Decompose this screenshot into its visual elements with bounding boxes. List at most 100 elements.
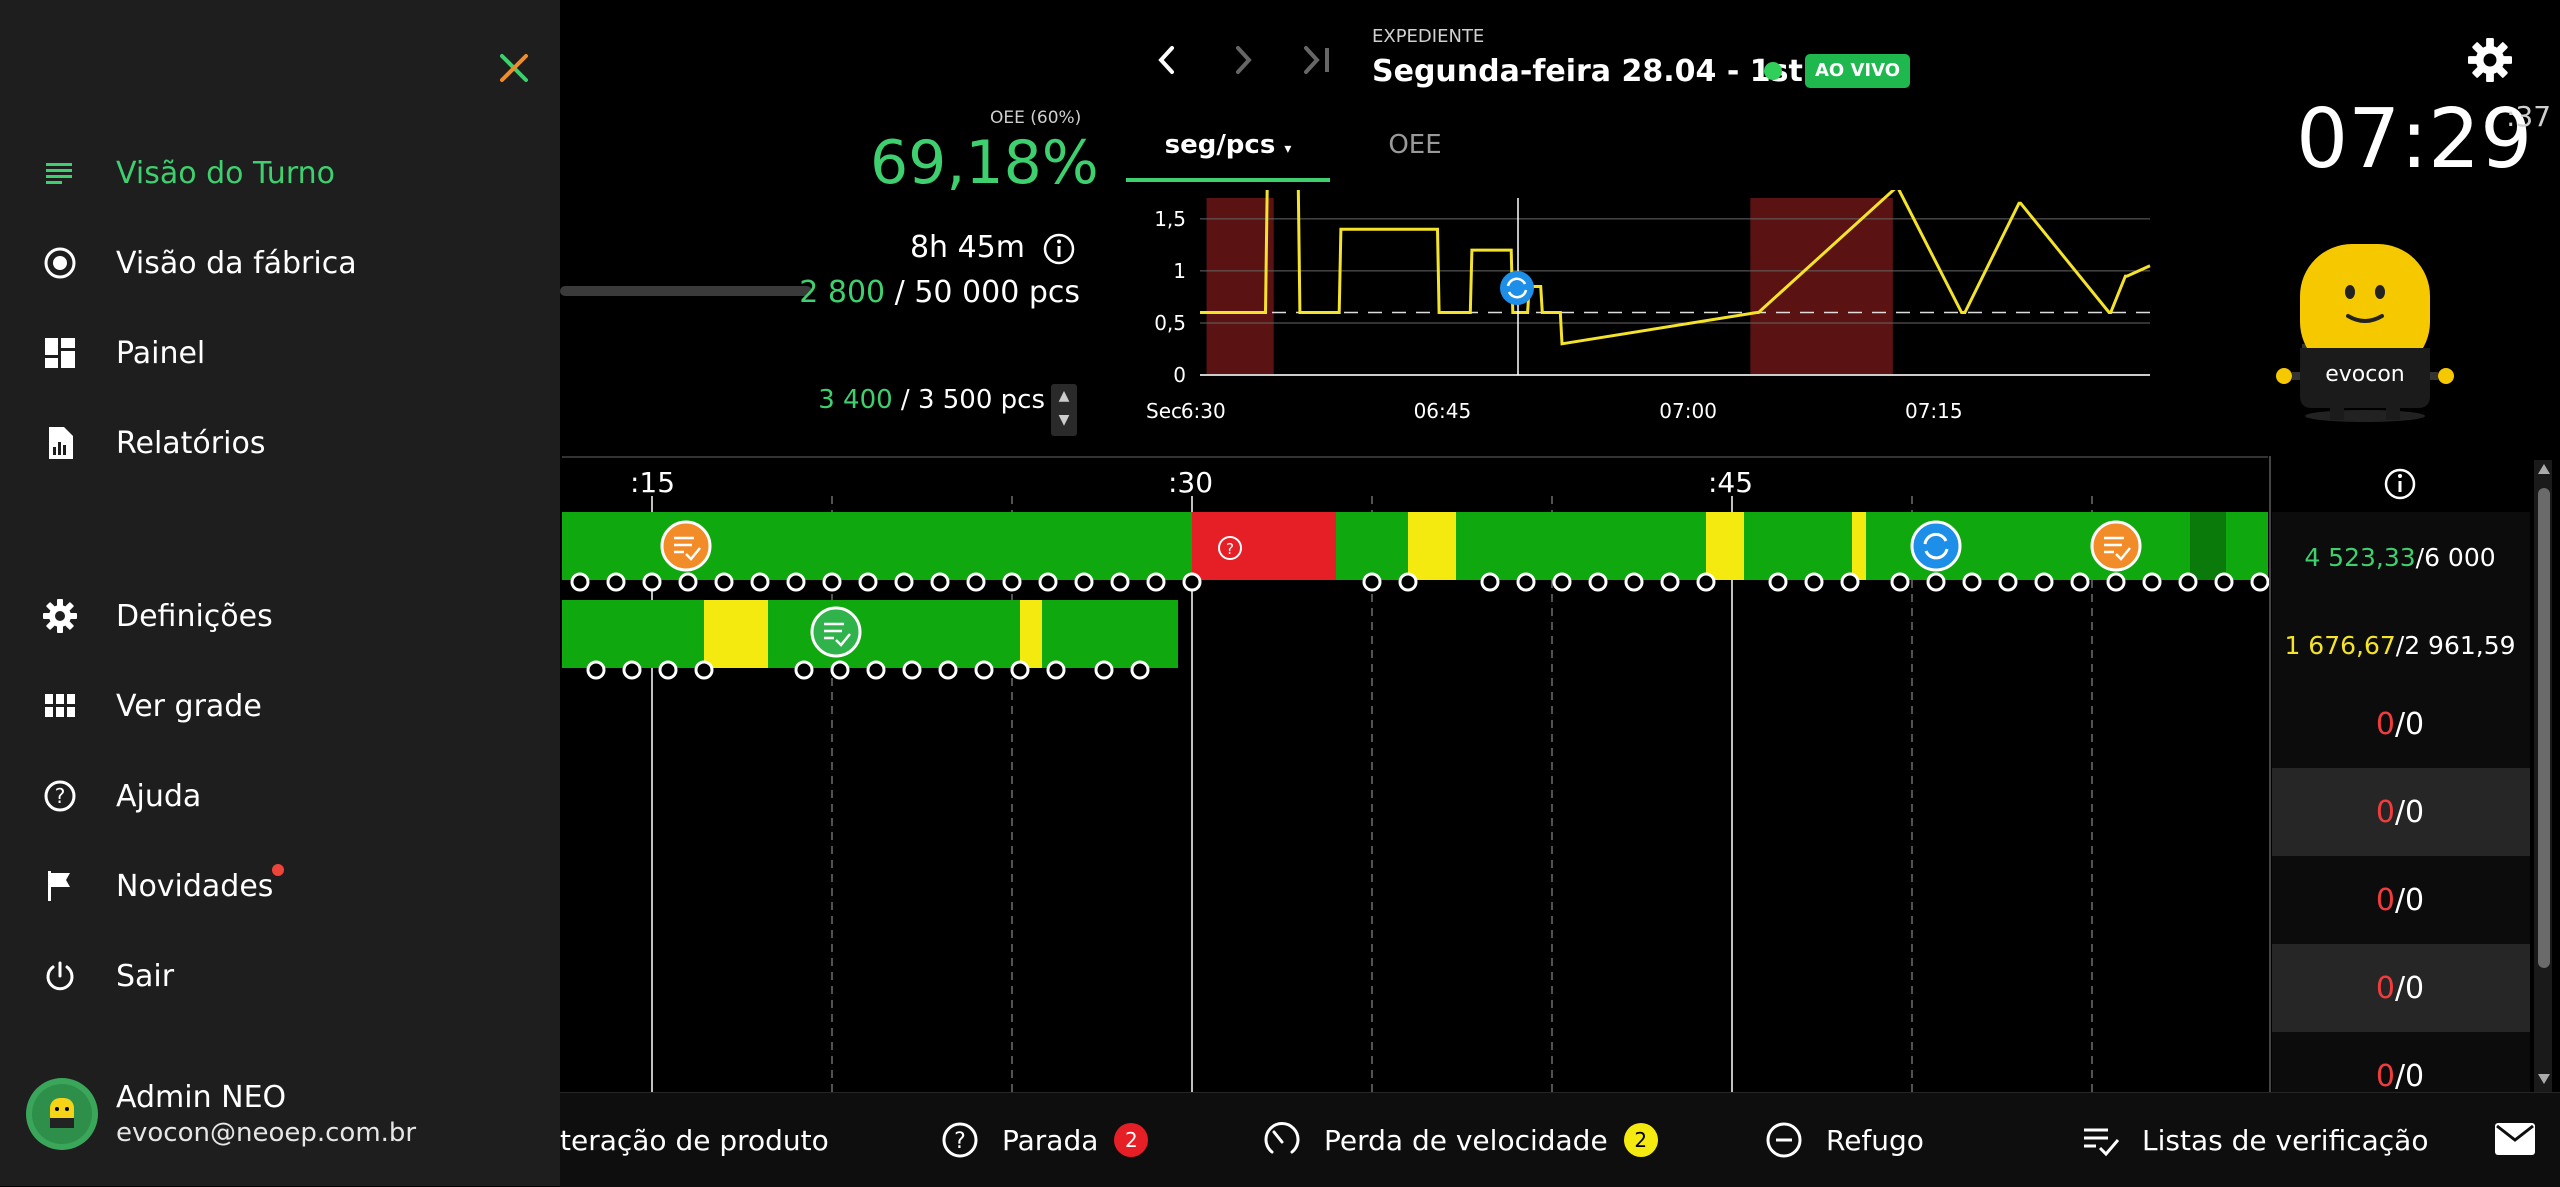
cycle-marker: [2142, 572, 2162, 592]
slow-segment[interactable]: [704, 600, 768, 668]
scroll-up-icon[interactable]: [2536, 462, 2552, 476]
legend-label: teração de produto: [560, 1123, 829, 1157]
cycle-marker: [1890, 572, 1910, 592]
sidebar-item-factory-view[interactable]: Visão da fábrica: [40, 233, 357, 293]
notification-dot: [272, 864, 284, 876]
help-icon: ?: [942, 1122, 978, 1158]
product-change-marker-icon[interactable]: [1910, 520, 1962, 572]
speed-loss-count-badge: 2: [1623, 1123, 1658, 1157]
stepper-up-icon[interactable]: ▲: [1058, 388, 1070, 404]
chevron-left-icon[interactable]: [1152, 38, 1182, 82]
x-tick-label: 07:00: [1659, 399, 1717, 423]
shift-label: EXPEDIENTE: [1372, 26, 1485, 47]
sidebar-item-reports[interactable]: Relatórios: [40, 413, 265, 473]
row-value-cell: [2272, 600, 2530, 688]
sidebar-item-shift-view[interactable]: Visão do Turno: [40, 143, 335, 203]
legend-label: Refugo: [1826, 1123, 1924, 1157]
checklist-marker-icon[interactable]: [2090, 520, 2142, 572]
cycle-marker: [822, 572, 842, 592]
slow-segment[interactable]: [1020, 600, 1042, 668]
cycle-marker: [1998, 572, 2018, 592]
live-badge: AO VIVO: [1805, 54, 1911, 88]
count-stepper[interactable]: ▲ ▼: [1051, 384, 1077, 436]
y-tick-label: 1: [1173, 259, 1186, 283]
cycle-marker: [658, 660, 678, 680]
legend-label: Parada: [1002, 1123, 1099, 1157]
chevron-right-icon[interactable]: [1228, 38, 1258, 82]
cycle-marker: [1182, 572, 1202, 592]
slow-segment[interactable]: [1852, 512, 1866, 580]
tab-oee[interactable]: OEE: [1388, 130, 1442, 160]
sidebar: Visão do Turno Visão da fábrica Painel R…: [0, 0, 560, 1186]
slow-segment[interactable]: [1706, 512, 1744, 580]
checklist-marker-icon[interactable]: [810, 606, 862, 658]
sidebar-item-label: Relatórios: [116, 425, 266, 461]
sidebar-item-label: Painel: [116, 335, 206, 371]
row-value: 0/0: [2376, 1059, 2424, 1092]
run-segment[interactable]: [562, 600, 1178, 668]
user-email: evocon@neoep.com.br: [116, 1118, 417, 1148]
timeline-row[interactable]: ?: [562, 512, 2270, 592]
cycle-marker: [2178, 572, 2198, 592]
help-icon[interactable]: ?: [1218, 536, 1242, 560]
cycle-marker: [2034, 572, 2054, 592]
cycle-marker: [642, 572, 662, 592]
cycle-marker: [1516, 572, 1536, 592]
stepper-down-icon[interactable]: ▼: [1058, 412, 1070, 428]
production-target-secondary: / 3 500 pcs: [900, 385, 1045, 415]
row-value: 0/0: [2376, 971, 2424, 1006]
sidebar-item-news[interactable]: Novidades: [40, 856, 284, 916]
cycle-marker: [1398, 572, 1418, 592]
dropdown-arrow-icon: ▾: [1284, 141, 1292, 157]
cycle-marker: [1094, 660, 1114, 680]
evocon-mascot: evocon: [2276, 244, 2454, 422]
close-icon[interactable]: [496, 50, 532, 86]
cycle-marker: [902, 660, 922, 680]
legend-speed-loss[interactable]: Perda de velocidade 2: [1262, 1118, 1658, 1162]
scroll-down-icon[interactable]: [2536, 1072, 2552, 1086]
y-tick-label: 0,5: [1154, 311, 1186, 335]
dark-segment[interactable]: [2190, 512, 2226, 580]
production-count-secondary: 3 400 / 3 500 pcs: [760, 385, 1045, 415]
sidebar-item-view-grid[interactable]: Ver grade: [40, 676, 262, 736]
avatar[interactable]: [26, 1078, 98, 1150]
cycle-marker: [1110, 572, 1130, 592]
legend-scrap[interactable]: Refugo: [1764, 1118, 1924, 1162]
checklist-icon: [2084, 1128, 2120, 1157]
sidebar-item-dashboard[interactable]: Painel: [40, 323, 205, 383]
product-change-marker[interactable]: [1500, 271, 1534, 305]
flag-icon: [40, 866, 80, 906]
info-icon[interactable]: [2384, 468, 2416, 500]
sidebar-item-help[interactable]: ? Ajuda: [40, 766, 201, 826]
stop-segment[interactable]: [1192, 512, 1336, 580]
legend-checklists[interactable]: Listas de verificação: [2080, 1118, 2428, 1162]
legend-product-change[interactable]: teração de produto: [560, 1118, 829, 1162]
settings-gear-icon[interactable]: [2468, 38, 2512, 82]
cycle-marker: [570, 572, 590, 592]
row-value: 0/0: [2376, 795, 2424, 830]
cycle-marker: [750, 572, 770, 592]
tab-seconds-per-piece[interactable]: seg/pcs ▾: [1126, 130, 1330, 182]
row-value-cell: [2272, 944, 2530, 1032]
power-icon: [40, 956, 80, 996]
cycle-marker: [866, 660, 886, 680]
skip-to-end-icon[interactable]: [1300, 38, 1334, 82]
legend-label: Listas de verificação: [2142, 1123, 2429, 1157]
cycle-marker: [1074, 572, 1094, 592]
legend-stop[interactable]: ? Parada 2: [940, 1118, 1149, 1162]
cycle-marker: [938, 660, 958, 680]
checklist-marker-icon[interactable]: [660, 520, 712, 572]
cycle-marker: [678, 572, 698, 592]
sidebar-item-logout[interactable]: Sair: [40, 946, 174, 1006]
time-remaining: 8h 45m: [909, 230, 1025, 265]
slow-segment[interactable]: [1408, 512, 1456, 580]
mail-icon[interactable]: [2494, 1122, 2536, 1156]
timeline-row[interactable]: [562, 600, 1178, 680]
scrollbar-thumb[interactable]: [2538, 488, 2550, 968]
mascot-brand-text: evocon: [2325, 362, 2405, 387]
time-label: :30: [1168, 466, 1213, 499]
info-icon[interactable]: [1042, 232, 1076, 266]
cycle-marker: [714, 572, 734, 592]
sidebar-item-settings[interactable]: Definições: [40, 586, 273, 646]
sidebar-item-label: Visão do Turno: [116, 155, 335, 191]
